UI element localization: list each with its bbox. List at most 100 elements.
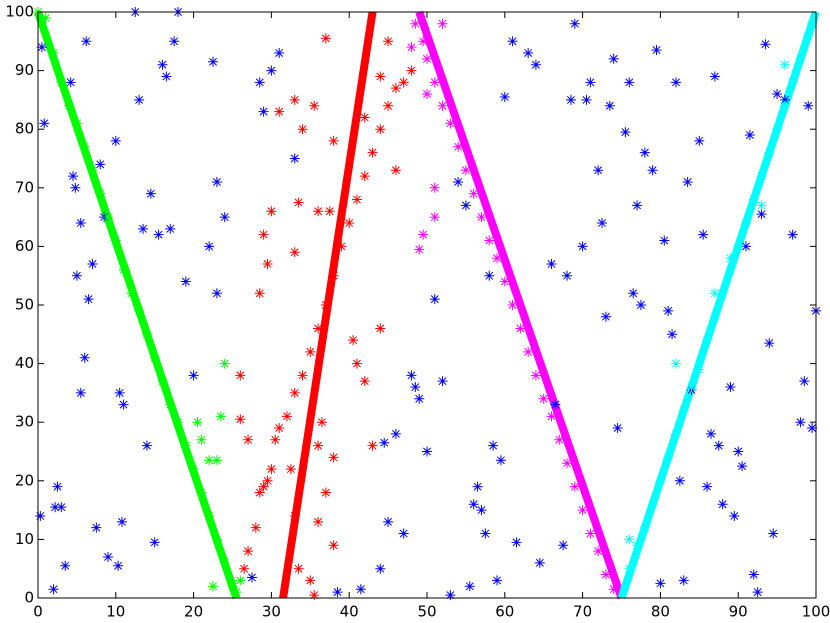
point xyxy=(35,510,46,521)
point xyxy=(667,329,678,340)
point xyxy=(50,502,61,513)
point xyxy=(546,411,557,422)
point xyxy=(215,411,226,422)
point xyxy=(760,39,771,50)
point xyxy=(313,323,324,334)
x-tick-label: 90 xyxy=(729,603,748,621)
point xyxy=(530,370,541,381)
point xyxy=(375,563,386,574)
point xyxy=(717,288,728,299)
point xyxy=(95,188,106,199)
x-tick-label: 100 xyxy=(802,603,830,621)
point xyxy=(196,434,207,445)
point xyxy=(414,244,425,255)
fit-line xyxy=(617,10,820,600)
y-tick-label: 80 xyxy=(15,120,34,138)
point xyxy=(803,30,814,41)
point xyxy=(110,235,121,246)
point xyxy=(103,551,114,562)
point xyxy=(332,587,343,598)
point xyxy=(289,94,300,105)
point xyxy=(558,540,569,551)
point xyxy=(729,510,740,521)
point xyxy=(305,575,316,586)
point xyxy=(694,135,705,146)
point xyxy=(79,141,90,152)
point xyxy=(359,376,370,387)
point xyxy=(534,557,545,568)
point xyxy=(211,288,222,299)
point xyxy=(445,590,456,601)
point xyxy=(647,165,658,176)
point xyxy=(488,440,499,451)
point xyxy=(262,258,273,269)
point xyxy=(313,440,324,451)
point xyxy=(297,370,308,381)
point xyxy=(562,270,573,281)
point xyxy=(383,36,394,47)
point xyxy=(799,376,810,387)
point xyxy=(787,77,798,88)
point xyxy=(484,235,495,246)
point xyxy=(612,423,623,434)
point xyxy=(289,247,300,258)
point xyxy=(211,176,222,187)
point xyxy=(173,417,184,428)
x-tick-label: 0 xyxy=(33,603,43,621)
x-tick-label: 80 xyxy=(651,603,670,621)
y-tick-label: 30 xyxy=(15,413,34,431)
point xyxy=(418,36,429,47)
point xyxy=(550,399,561,410)
point xyxy=(87,258,98,269)
point xyxy=(383,100,394,111)
point xyxy=(593,165,604,176)
point xyxy=(772,89,783,100)
point xyxy=(285,464,296,475)
point xyxy=(620,127,631,138)
point xyxy=(468,499,479,510)
point xyxy=(157,376,168,387)
point xyxy=(309,100,320,111)
point xyxy=(56,77,67,88)
point xyxy=(476,212,487,223)
point xyxy=(40,12,51,23)
point xyxy=(600,311,611,322)
point xyxy=(733,241,744,252)
point xyxy=(219,557,230,568)
y-tick-label: 40 xyxy=(15,354,34,372)
point xyxy=(110,135,121,146)
point xyxy=(678,405,689,416)
point xyxy=(779,59,790,70)
point xyxy=(320,487,331,498)
point xyxy=(254,288,265,299)
point xyxy=(523,48,534,59)
point xyxy=(698,229,709,240)
point xyxy=(71,118,82,129)
point xyxy=(639,147,650,158)
point xyxy=(429,212,440,223)
point xyxy=(670,428,681,439)
point xyxy=(161,71,172,82)
x-tick-label: 20 xyxy=(184,603,203,621)
point xyxy=(250,522,261,533)
point xyxy=(79,352,90,363)
point xyxy=(219,358,230,369)
point xyxy=(694,358,705,369)
point xyxy=(764,147,775,158)
point xyxy=(546,258,557,269)
point xyxy=(390,428,401,439)
y-tick-label: 10 xyxy=(15,530,34,548)
point xyxy=(118,399,129,410)
point xyxy=(752,587,763,598)
point xyxy=(639,522,650,533)
point xyxy=(472,481,483,492)
point xyxy=(709,288,720,299)
point xyxy=(807,423,818,434)
point xyxy=(103,212,114,223)
point xyxy=(48,584,59,595)
point xyxy=(254,77,265,88)
point xyxy=(165,223,176,234)
point xyxy=(585,77,596,88)
point xyxy=(204,510,215,521)
point xyxy=(569,481,580,492)
